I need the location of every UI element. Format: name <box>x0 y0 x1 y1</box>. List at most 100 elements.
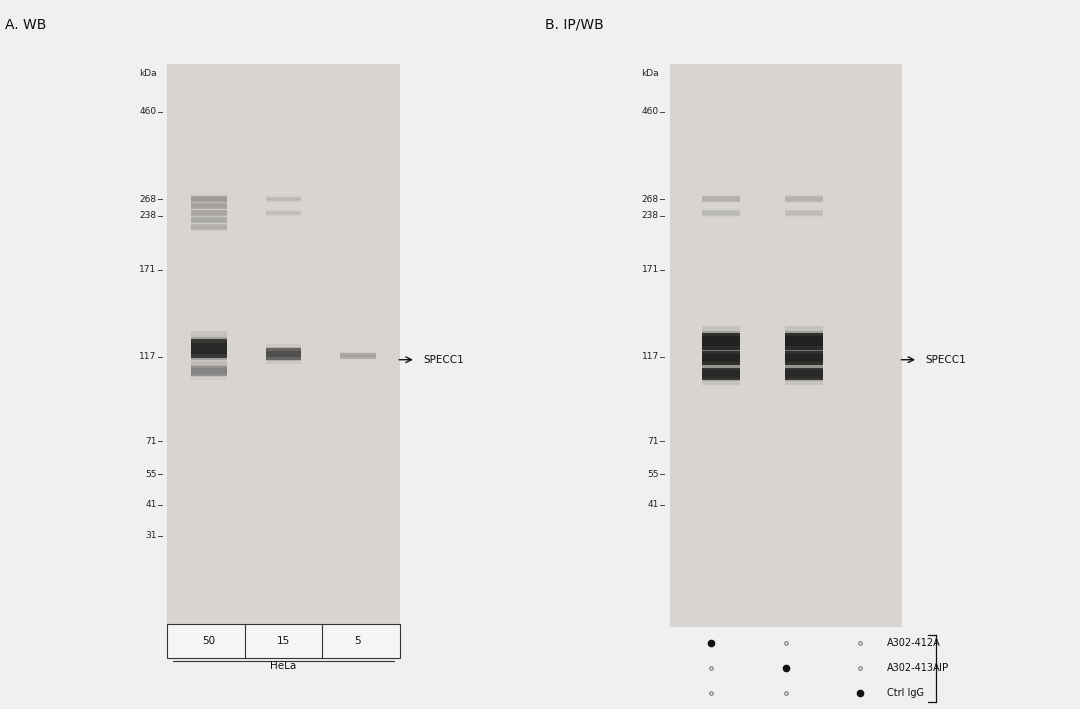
Bar <box>702 331 740 351</box>
Bar <box>702 197 740 201</box>
Text: 15: 15 <box>276 636 291 646</box>
Bar <box>266 198 301 201</box>
Bar <box>191 225 227 229</box>
Bar <box>785 326 823 357</box>
Text: 238: 238 <box>139 211 157 220</box>
Text: 268: 268 <box>642 194 659 203</box>
Bar <box>702 194 740 204</box>
Text: B. IP/WB: B. IP/WB <box>545 18 604 32</box>
Bar <box>702 208 740 218</box>
Bar <box>191 366 227 376</box>
Bar <box>785 196 823 202</box>
Bar <box>340 354 376 357</box>
Bar <box>191 215 227 225</box>
Bar <box>191 195 227 203</box>
Bar <box>266 209 301 217</box>
Bar <box>785 368 823 380</box>
Bar <box>191 193 227 205</box>
Bar <box>785 211 823 215</box>
Bar <box>191 211 227 215</box>
Text: 71: 71 <box>145 437 157 446</box>
Bar <box>266 211 301 216</box>
Bar <box>266 197 301 201</box>
Bar <box>702 363 740 385</box>
Bar <box>191 203 227 208</box>
Text: 460: 460 <box>642 107 659 116</box>
Bar <box>340 353 376 359</box>
Bar <box>785 194 823 204</box>
Bar <box>702 196 740 203</box>
Text: 171: 171 <box>139 265 157 274</box>
Bar <box>191 204 227 208</box>
Bar <box>785 350 823 367</box>
Bar <box>191 218 227 222</box>
Text: Ctrl IgG: Ctrl IgG <box>887 688 924 698</box>
Text: 55: 55 <box>647 469 659 479</box>
Text: A302-413A: A302-413A <box>887 663 941 674</box>
Bar <box>702 326 740 357</box>
Text: 171: 171 <box>642 265 659 274</box>
Text: 117: 117 <box>642 352 659 362</box>
Bar <box>191 365 227 377</box>
Bar <box>785 370 823 377</box>
Bar <box>191 211 227 216</box>
Bar <box>702 336 740 346</box>
Text: SPECC1: SPECC1 <box>926 354 967 364</box>
Text: kDa: kDa <box>139 69 157 78</box>
Bar <box>702 368 740 380</box>
Text: A302-412A: A302-412A <box>887 638 941 649</box>
Bar <box>191 362 227 380</box>
Text: 117: 117 <box>139 352 157 362</box>
Bar <box>340 351 376 361</box>
Bar <box>167 64 400 627</box>
Bar <box>702 354 740 362</box>
Text: 71: 71 <box>647 437 659 446</box>
Bar <box>191 337 227 360</box>
Bar <box>191 217 227 223</box>
Bar <box>266 351 301 357</box>
Bar <box>785 363 823 385</box>
Text: 460: 460 <box>139 107 157 116</box>
Bar <box>191 222 227 233</box>
Bar <box>191 368 227 374</box>
Bar <box>785 333 823 350</box>
Bar <box>266 211 301 216</box>
Bar <box>191 342 227 354</box>
Text: HeLa: HeLa <box>270 661 297 671</box>
Bar <box>702 211 740 215</box>
Bar <box>191 339 227 358</box>
Bar <box>191 208 227 218</box>
Bar <box>785 354 823 362</box>
Bar <box>191 224 227 230</box>
Bar <box>702 350 740 367</box>
Bar <box>785 331 823 351</box>
Text: A. WB: A. WB <box>5 18 46 32</box>
Text: 238: 238 <box>642 211 659 220</box>
Bar <box>191 330 227 367</box>
Bar <box>785 196 823 203</box>
Text: kDa: kDa <box>642 69 659 78</box>
Bar <box>340 352 376 359</box>
Bar <box>702 211 740 216</box>
Bar <box>191 196 227 203</box>
Bar <box>167 624 400 658</box>
Text: 55: 55 <box>145 469 157 479</box>
Bar <box>670 64 902 627</box>
Text: 268: 268 <box>139 194 157 203</box>
Bar <box>266 347 301 361</box>
Bar <box>702 210 740 216</box>
Bar <box>785 210 823 216</box>
Bar <box>400 64 778 627</box>
Text: 41: 41 <box>145 500 157 509</box>
Bar <box>702 367 740 381</box>
Bar <box>191 201 227 211</box>
Bar <box>266 212 301 215</box>
Bar <box>702 370 740 377</box>
Bar <box>785 197 823 201</box>
Bar <box>191 216 227 223</box>
Bar <box>266 195 301 203</box>
Text: SPECC1: SPECC1 <box>423 354 464 364</box>
Text: 50: 50 <box>203 636 216 646</box>
Bar <box>902 64 1080 627</box>
Bar <box>191 203 227 209</box>
